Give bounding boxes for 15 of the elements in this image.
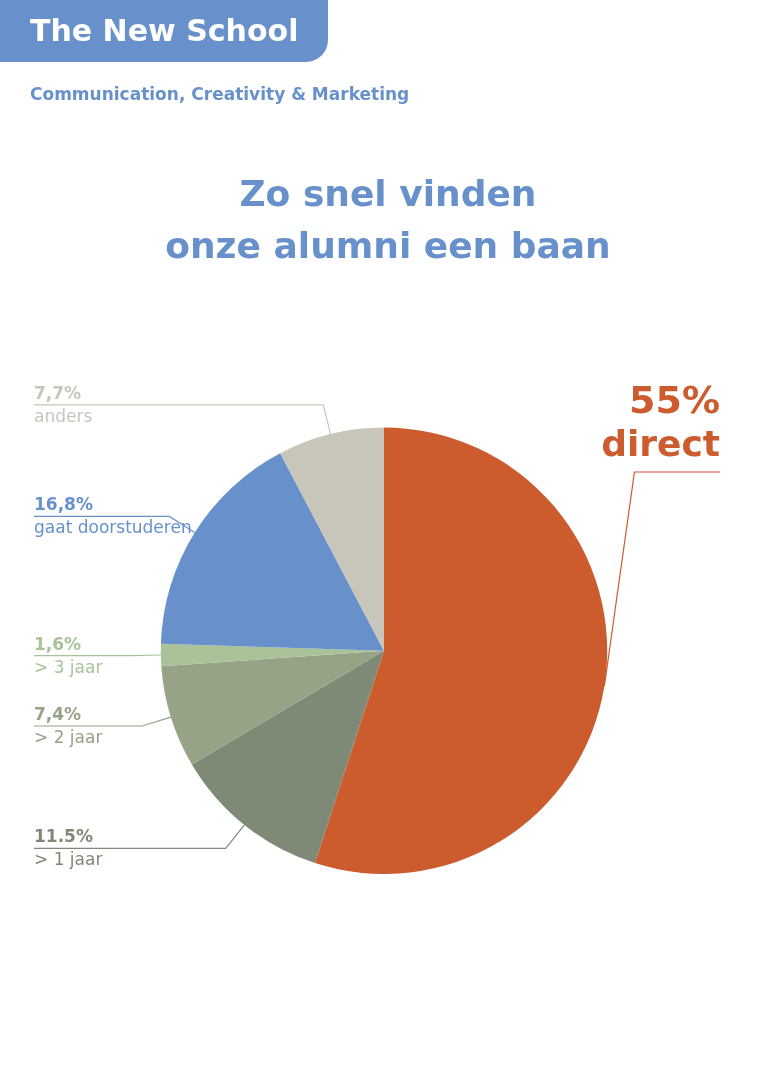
chart-subtitle: Communication, Creativity & Marketing bbox=[30, 84, 410, 104]
data-label: 55% bbox=[629, 378, 720, 422]
slice-label: > 1 jaar bbox=[34, 849, 103, 870]
data-label: 1,6% bbox=[34, 633, 82, 654]
data-label: 16,8% bbox=[34, 494, 93, 515]
data-label: 7,7% bbox=[34, 382, 82, 403]
chart-title: Zo snel vinden onze alumni een baan bbox=[164, 172, 612, 268]
slice-label: anders bbox=[34, 405, 93, 426]
data-label: 11.5% bbox=[34, 826, 93, 847]
slice-label: > 2 jaar bbox=[34, 727, 103, 748]
data-label: 7,4% bbox=[34, 704, 82, 725]
slice-label: direct bbox=[601, 422, 720, 464]
slice-label: gaat doorstuderen bbox=[34, 517, 192, 538]
slice-label: > 3 jaar bbox=[34, 656, 103, 677]
text: The New School bbox=[0, 0, 328, 62]
